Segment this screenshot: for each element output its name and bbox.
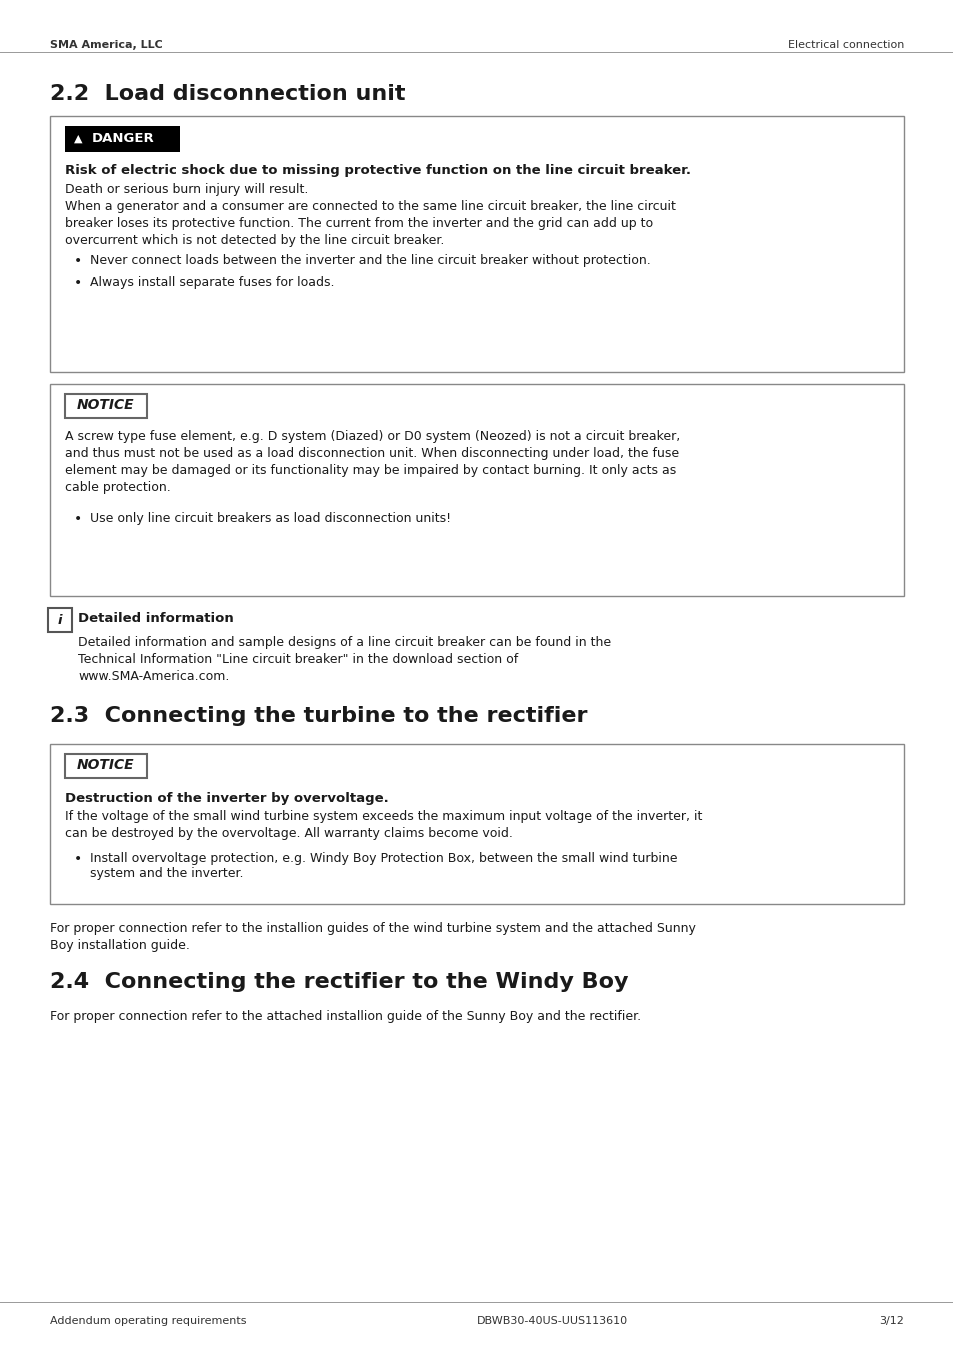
Text: and thus must not be used as a load disconnection unit. When disconnecting under: and thus must not be used as a load disc… (65, 448, 679, 460)
Text: breaker loses its protective function. The current from the inverter and the gri: breaker loses its protective function. T… (65, 218, 653, 230)
Text: NOTICE: NOTICE (77, 758, 134, 772)
Text: •: • (73, 276, 82, 289)
FancyBboxPatch shape (65, 126, 180, 151)
Text: Destruction of the inverter by overvoltage.: Destruction of the inverter by overvolta… (65, 792, 388, 804)
Text: SMA America, LLC: SMA America, LLC (50, 41, 163, 50)
Text: •: • (73, 254, 82, 268)
FancyBboxPatch shape (65, 393, 147, 418)
Text: Use only line circuit breakers as load disconnection units!: Use only line circuit breakers as load d… (90, 512, 451, 525)
Text: DANGER: DANGER (91, 132, 154, 146)
Text: Detailed information and sample designs of a line circuit breaker can be found i: Detailed information and sample designs … (78, 635, 611, 649)
Text: Technical Information "Line circuit breaker" in the download section of: Technical Information "Line circuit brea… (78, 653, 517, 667)
Text: Boy installation guide.: Boy installation guide. (50, 940, 190, 952)
Text: •: • (73, 512, 82, 526)
Text: For proper connection refer to the installion guides of the wind turbine system : For proper connection refer to the insta… (50, 922, 695, 936)
Text: can be destroyed by the overvoltage. All warranty claims become void.: can be destroyed by the overvoltage. All… (65, 827, 513, 840)
Text: DBWB30-40US-UUS113610: DBWB30-40US-UUS113610 (476, 1315, 627, 1326)
FancyBboxPatch shape (48, 608, 71, 631)
FancyBboxPatch shape (50, 744, 903, 904)
Text: Risk of electric shock due to missing protective function on the line circuit br: Risk of electric shock due to missing pr… (65, 164, 690, 177)
FancyBboxPatch shape (50, 116, 903, 372)
FancyBboxPatch shape (65, 754, 147, 777)
Text: element may be damaged or its functionality may be impaired by contact burning. : element may be damaged or its functional… (65, 464, 676, 477)
FancyBboxPatch shape (50, 384, 903, 596)
Text: A screw type fuse element, e.g. D system (Diazed) or D0 system (Neozed) is not a: A screw type fuse element, e.g. D system… (65, 430, 679, 443)
Text: Install overvoltage protection, e.g. Windy Boy Protection Box, between the small: Install overvoltage protection, e.g. Win… (90, 852, 677, 865)
Text: 3/12: 3/12 (879, 1315, 903, 1326)
Text: For proper connection refer to the attached installion guide of the Sunny Boy an: For proper connection refer to the attac… (50, 1010, 640, 1023)
Text: NOTICE: NOTICE (77, 397, 134, 412)
Text: Never connect loads between the inverter and the line circuit breaker without pr: Never connect loads between the inverter… (90, 254, 650, 266)
Text: Death or serious burn injury will result.: Death or serious burn injury will result… (65, 183, 308, 196)
Text: Addendum operating requirements: Addendum operating requirements (50, 1315, 246, 1326)
Text: 2.3  Connecting the turbine to the rectifier: 2.3 Connecting the turbine to the rectif… (50, 706, 587, 726)
Text: cable protection.: cable protection. (65, 481, 171, 493)
Text: •: • (73, 852, 82, 867)
Text: Always install separate fuses for loads.: Always install separate fuses for loads. (90, 276, 335, 289)
Text: 2.2  Load disconnection unit: 2.2 Load disconnection unit (50, 84, 405, 104)
Text: www.SMA-America.com.: www.SMA-America.com. (78, 671, 229, 683)
Text: system and the inverter.: system and the inverter. (90, 867, 243, 880)
Text: When a generator and a consumer are connected to the same line circuit breaker, : When a generator and a consumer are conn… (65, 200, 675, 214)
Text: overcurrent which is not detected by the line circuit breaker.: overcurrent which is not detected by the… (65, 234, 444, 247)
Text: ▲: ▲ (73, 134, 82, 145)
Text: If the voltage of the small wind turbine system exceeds the maximum input voltag: If the voltage of the small wind turbine… (65, 810, 701, 823)
Text: 2.4  Connecting the rectifier to the Windy Boy: 2.4 Connecting the rectifier to the Wind… (50, 972, 628, 992)
Text: Detailed information: Detailed information (78, 612, 233, 625)
Text: Electrical connection: Electrical connection (787, 41, 903, 50)
Text: i: i (58, 614, 62, 626)
